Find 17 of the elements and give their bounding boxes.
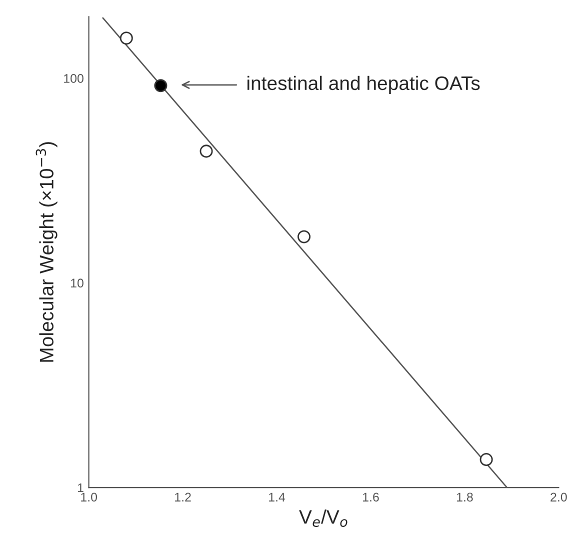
- point: [154, 79, 168, 92]
- x-tick-label: 1.6: [362, 492, 379, 502]
- point: [120, 32, 133, 45]
- x-tick-label: 1.0: [81, 492, 98, 502]
- y-tick-label: 100: [64, 74, 84, 83]
- annotation: intestinal and hepatic OATs: [248, 76, 480, 94]
- point: [200, 144, 213, 158]
- point: [480, 453, 493, 466]
- x-tick-label: 2.0: [550, 492, 567, 502]
- y-tick-label: 10: [71, 278, 84, 288]
- x-tick-label: 1.4: [269, 492, 286, 502]
- x-tick-label: 1.8: [456, 492, 473, 502]
- y-tick-label: 1: [78, 483, 84, 492]
- y-axis-title: Molecular Weight (×10$^{−3}$): [36, 142, 58, 362]
- point: [298, 230, 311, 244]
- x-axis-title: V$_{e}$/V$_{o}$: [299, 509, 348, 527]
- x-tick-label: 1.2: [175, 492, 191, 502]
